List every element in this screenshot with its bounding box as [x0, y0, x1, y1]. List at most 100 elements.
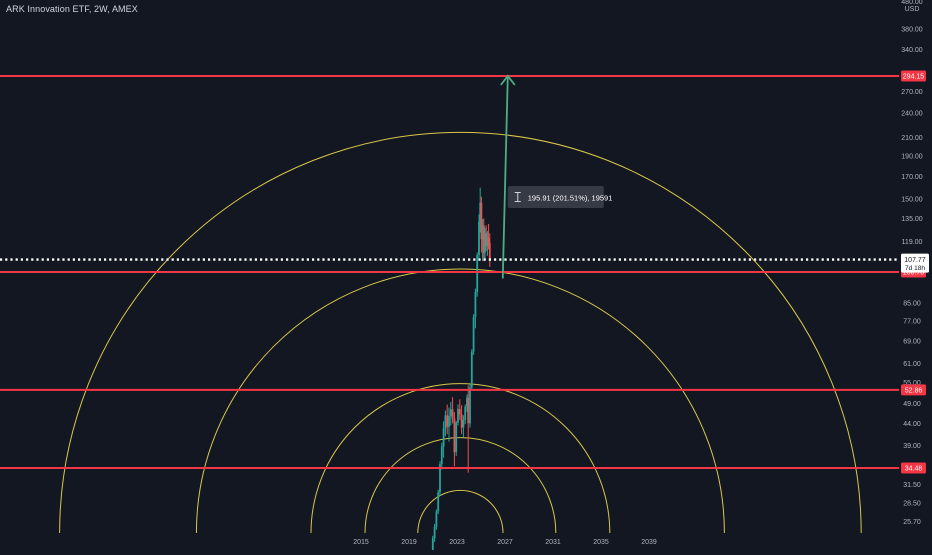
- candle: [458, 399, 461, 421]
- price-tick-label: 210.00: [901, 135, 923, 142]
- candle-body: [476, 255, 479, 293]
- horizontal-levels-group: [0, 75, 899, 469]
- candle: [476, 252, 479, 297]
- candle-body: [435, 511, 438, 527]
- candle-body: [440, 446, 443, 465]
- price-tick-label: 240.00: [901, 111, 923, 118]
- candle-body: [460, 414, 463, 428]
- price-tick-label: 190.00: [901, 153, 923, 160]
- price-tick-label: 85.00: [903, 301, 921, 308]
- price-tick-label: 55.00: [903, 380, 921, 387]
- candle-body: [478, 221, 480, 256]
- candle-body: [451, 409, 454, 419]
- measure-icon: [514, 192, 521, 202]
- level-price-label: 52.86: [905, 387, 923, 394]
- candle: [444, 410, 447, 437]
- arrow-head: [500, 74, 516, 86]
- candle-body: [437, 492, 440, 512]
- candles-group: [431, 187, 491, 554]
- candle: [472, 314, 475, 355]
- candle-body: [472, 317, 475, 352]
- candle-body: [467, 397, 470, 424]
- candle-body: [484, 233, 486, 253]
- price-tick-label: 69.00: [903, 339, 921, 346]
- candle-body: [474, 292, 477, 318]
- candle: [462, 415, 465, 438]
- level-price-badge: [901, 70, 926, 82]
- price-tick-label: 31.50: [903, 482, 921, 489]
- fib-arc-3[interactable]: [310, 383, 611, 534]
- candle-body: [431, 538, 434, 551]
- candle-body: [470, 351, 473, 388]
- level-price-label: 294.15: [903, 74, 925, 81]
- fib-arc-4[interactable]: [364, 437, 557, 534]
- candle: [442, 421, 445, 458]
- candle: [460, 405, 463, 435]
- time-tick-label: 2015: [353, 539, 369, 546]
- candle-body: [481, 225, 484, 240]
- candle: [486, 231, 489, 256]
- time-tick-label: 2023: [449, 539, 465, 546]
- arrow-group: [500, 74, 516, 279]
- candle: [481, 219, 484, 261]
- candle: [480, 196, 483, 253]
- measure-box: [507, 186, 604, 208]
- price-axis-currency: USD: [905, 6, 920, 13]
- level-price-label: 34.48: [905, 466, 923, 473]
- price-tick-label: 44.00: [903, 421, 921, 428]
- price-tick-label: 170.00: [901, 174, 923, 181]
- candle: [479, 187, 482, 233]
- candle-body: [480, 202, 483, 240]
- price-tick-label: 150.00: [901, 197, 923, 204]
- price-tick-label: 49.00: [903, 401, 921, 408]
- arrow-line[interactable]: [501, 75, 509, 279]
- candle: [446, 404, 449, 435]
- candle: [466, 394, 468, 413]
- candle-body: [469, 387, 471, 424]
- level-price-badge: [901, 462, 926, 474]
- level-price-label: 100.70: [903, 270, 925, 277]
- candle: [433, 523, 436, 543]
- time-tick-label: 2019: [401, 539, 417, 546]
- candle-body: [433, 526, 436, 539]
- candle: [470, 349, 473, 391]
- measure-group: 195.91 (201.51%), 19591: [507, 186, 612, 208]
- fib-arc-5[interactable]: [417, 489, 504, 534]
- candle: [467, 385, 470, 473]
- fib-arc-2[interactable]: [195, 268, 725, 534]
- time-tick-label: 2027: [497, 539, 513, 546]
- price-tick-label: 119.00: [902, 239, 923, 246]
- price-tick-label: 61.00: [903, 361, 921, 368]
- candle: [482, 218, 485, 262]
- candle-body: [462, 420, 465, 428]
- candle-body: [448, 416, 450, 427]
- candle: [440, 442, 443, 470]
- time-tick-label: 2031: [545, 539, 561, 546]
- time-axis[interactable]: 2015 2019 2023 2027 2031 2035 2039: [353, 539, 657, 546]
- candle-body: [485, 233, 488, 247]
- candle-body: [479, 202, 482, 222]
- candle-body: [446, 415, 449, 427]
- price-tick-label: 270.00: [901, 89, 923, 96]
- candle: [435, 509, 438, 530]
- candle: [478, 214, 480, 260]
- price-tick-label: 39.00: [903, 443, 921, 450]
- candle: [453, 412, 456, 467]
- fib-arcs-group: [59, 131, 862, 534]
- candle-body: [442, 428, 445, 447]
- candle-body: [449, 409, 452, 417]
- price-tick-label: 380.00: [901, 27, 923, 34]
- candle: [474, 288, 477, 329]
- candle: [449, 401, 452, 426]
- candle: [485, 225, 488, 251]
- candle: [457, 404, 459, 426]
- fib-arc-1[interactable]: [59, 131, 862, 534]
- price-tick-label: 28.50: [903, 500, 921, 507]
- candle: [451, 397, 454, 424]
- candle-body: [464, 406, 467, 421]
- candle: [487, 223, 490, 250]
